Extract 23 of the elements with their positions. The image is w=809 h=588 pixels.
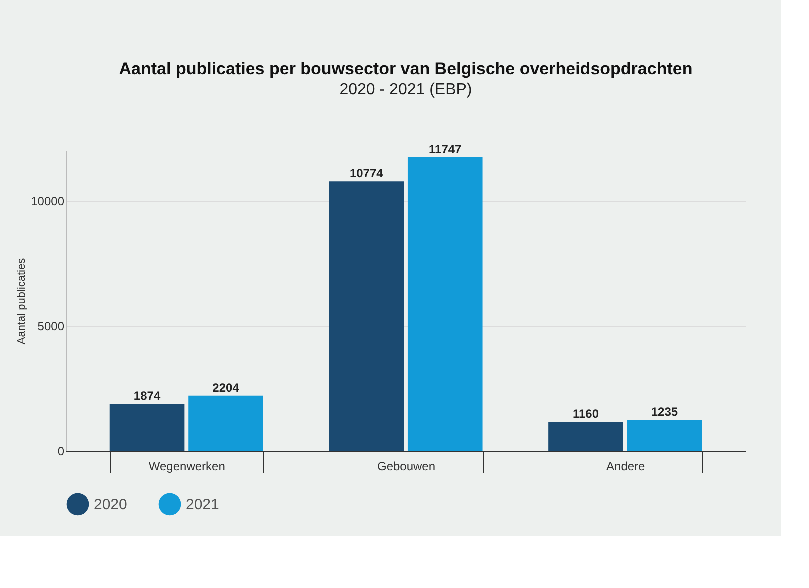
bar: [627, 420, 702, 451]
x-tick-label: Gebouwen: [377, 460, 436, 474]
x-tick-label: Wegenwerken: [148, 460, 226, 474]
chart-subtitle: 2020 - 2021 (EBP): [340, 81, 472, 98]
legend-label: 2020: [94, 496, 128, 514]
x-tick-label: Andere: [606, 460, 646, 474]
data-label: 2204: [212, 380, 240, 395]
y-tick-label: 5000: [38, 320, 65, 334]
data-label: 1235: [651, 405, 678, 420]
y-axis-title: Aantal publicaties: [16, 258, 28, 345]
y-tick-label: 0: [58, 444, 65, 458]
bar: [329, 182, 404, 451]
data-label: 10774: [350, 166, 384, 181]
bar: [408, 157, 483, 451]
bar: [110, 404, 185, 451]
chart-title: Aantal publicaties per bouwsector van Belgische overheidsopdrachten: [119, 59, 693, 78]
data-label: 1160: [572, 407, 600, 421]
legend-label: 2021: [186, 496, 220, 514]
bar: [548, 422, 624, 451]
data-label: 1874: [134, 389, 161, 404]
data-label: 11747: [429, 142, 462, 156]
y-tick-label: 10000: [31, 194, 65, 208]
bar: [188, 396, 264, 451]
